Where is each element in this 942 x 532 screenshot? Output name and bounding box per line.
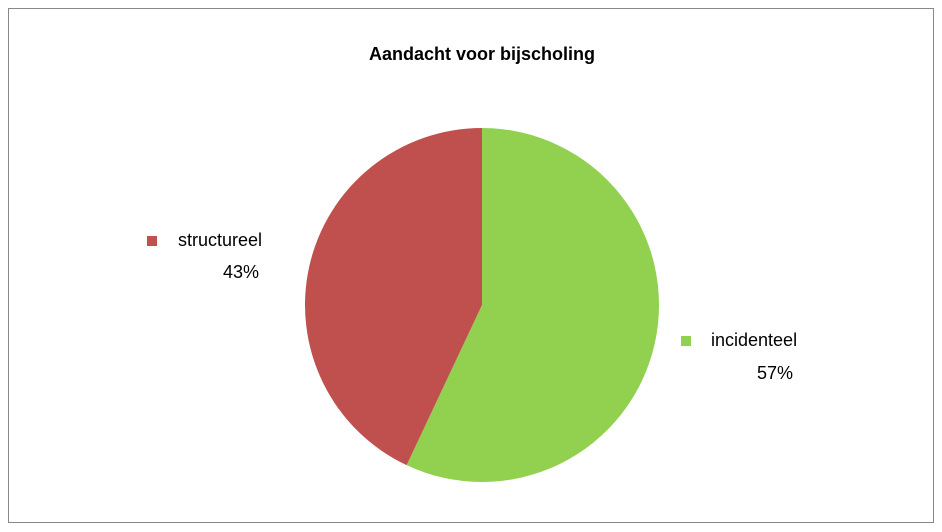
chart-title: Aandacht voor bijscholing: [369, 44, 595, 64]
category-label: incidenteel: [711, 330, 797, 350]
pie-slice: [406, 128, 659, 483]
pie-slice: [304, 128, 482, 466]
data-label: 43%: [223, 262, 259, 282]
data-label: 57%: [757, 363, 793, 383]
legend-key: [681, 336, 691, 346]
category-label: structureel: [178, 230, 262, 250]
legend-key: [147, 236, 157, 246]
